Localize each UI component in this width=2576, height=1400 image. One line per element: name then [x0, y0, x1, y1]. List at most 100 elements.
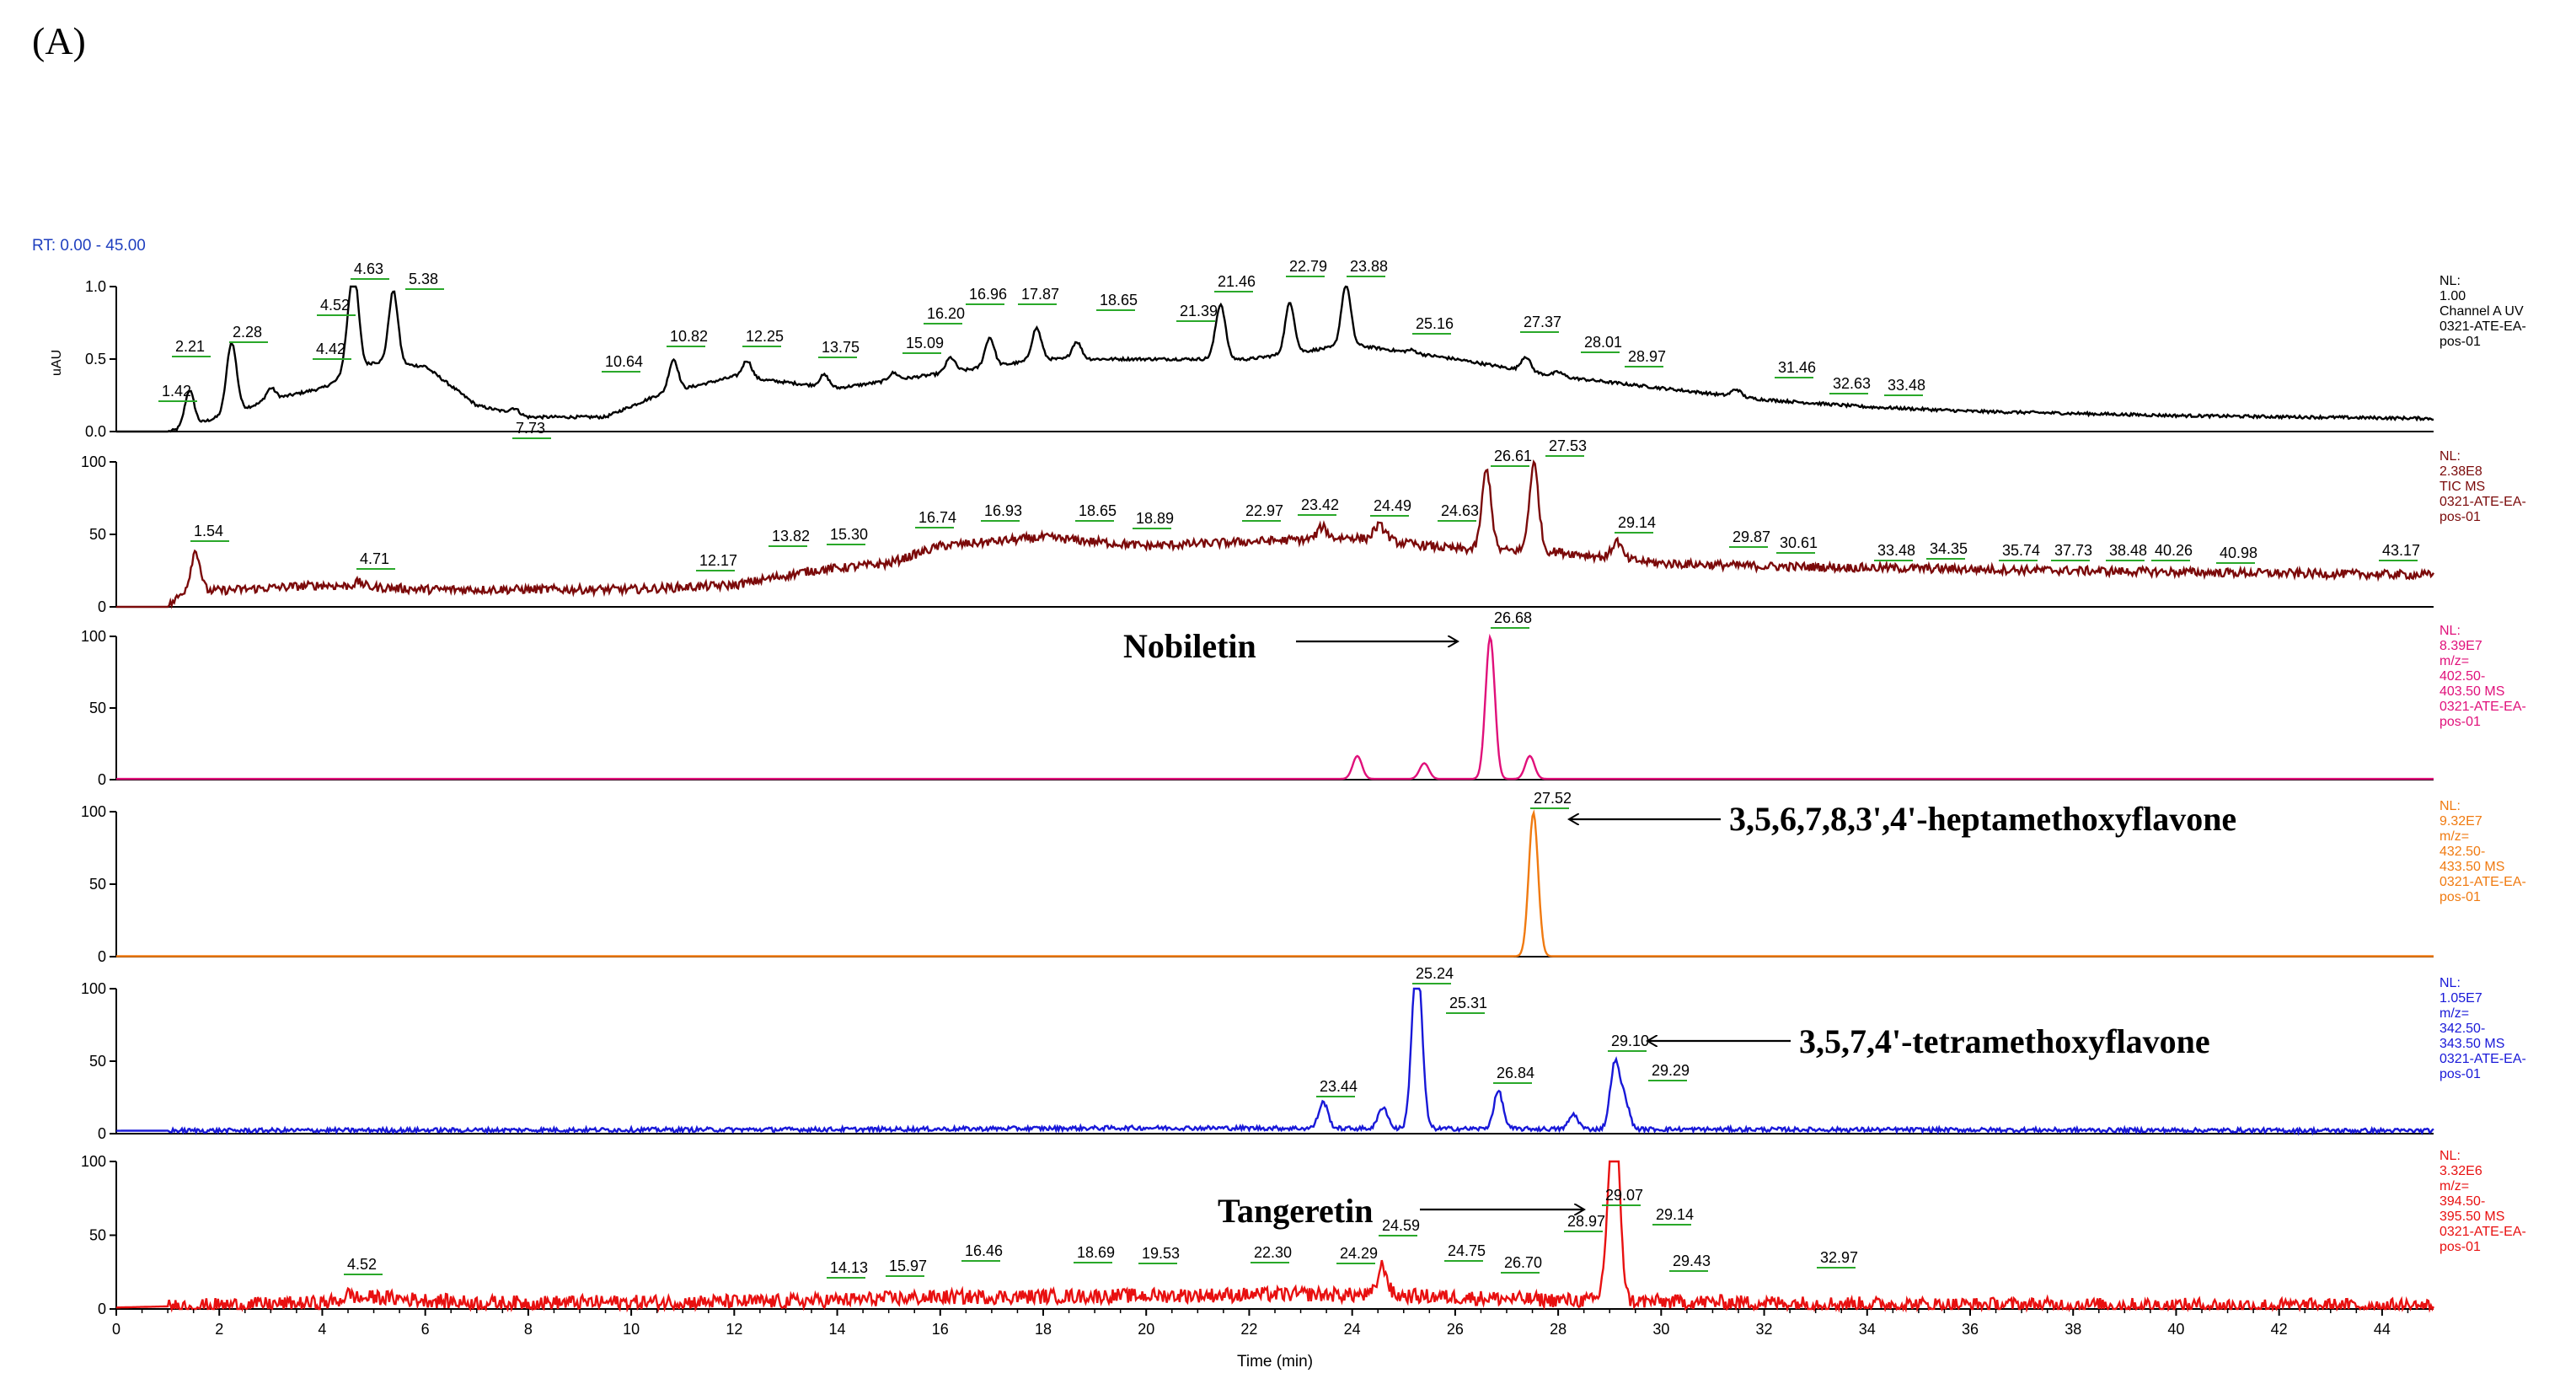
- peak-label: 7.73: [516, 420, 545, 437]
- nl-legend-line: pos-01: [2439, 1240, 2481, 1254]
- trace-tic: [116, 459, 2435, 609]
- trace-heptamethoxyflavone: [116, 808, 2434, 957]
- peak-label: 19.53: [1142, 1245, 1180, 1262]
- peak-label: 10.64: [605, 353, 643, 370]
- peak-label: 16.96: [969, 286, 1007, 303]
- y-tick-label: 0: [98, 948, 106, 965]
- nl-legend-line: NL:: [2439, 976, 2461, 990]
- nl-legend-line: 342.50-: [2439, 1022, 2485, 1036]
- y-tick-label: 0: [98, 771, 106, 788]
- peak-label: 32.63: [1833, 375, 1871, 392]
- peak-label: 22.97: [1245, 502, 1283, 519]
- peak-label: 26.61: [1494, 448, 1532, 464]
- peak-label: 33.48: [1888, 377, 1925, 394]
- peak-label: 14.13: [830, 1259, 868, 1276]
- y-tick-label: 50: [89, 1053, 106, 1070]
- x-tick-label: 8: [524, 1321, 533, 1338]
- nl-legend-line: pos-01: [2439, 510, 2481, 524]
- x-tick-label: 28: [1550, 1321, 1566, 1338]
- trace-tetramethoxyflavone: [116, 987, 2434, 1136]
- y-tick-label: 50: [89, 876, 106, 893]
- peak-label: 26.84: [1497, 1065, 1534, 1081]
- trace-tangeretin: [115, 1160, 2435, 1313]
- peak-label: 26.70: [1504, 1254, 1542, 1271]
- nl-legend-line: 343.50 MS: [2439, 1037, 2504, 1051]
- y-tick-label: 50: [89, 526, 106, 543]
- peak-label: 38.48: [2109, 542, 2147, 559]
- y-tick-label: 100: [81, 1153, 106, 1170]
- y-tick-label: 50: [89, 700, 106, 716]
- panel-tangeretin: 0 50 100 4.52 14.13 15.97 16.46 18.69 19.53 22.30…: [81, 1149, 2526, 1317]
- peak-label: 24.49: [1374, 497, 1411, 514]
- peak-label: 40.26: [2155, 542, 2193, 559]
- peak-label: 34.35: [1930, 540, 1968, 557]
- nl-legend-line: NL:: [2439, 624, 2461, 638]
- peak-label: 27.53: [1549, 437, 1587, 454]
- peak-label: 24.75: [1448, 1242, 1486, 1259]
- peak-label: 21.46: [1218, 273, 1256, 290]
- nl-legend-line: 0321-ATE-EA-: [2439, 875, 2526, 889]
- y-tick-label: 100: [81, 980, 106, 997]
- y-tick-label: 1.0: [85, 278, 106, 295]
- nl-legend-line: 394.50-: [2439, 1194, 2485, 1209]
- x-tick-label: 22: [1240, 1321, 1257, 1338]
- peak-label: 18.89: [1136, 510, 1174, 527]
- peak-label: 10.82: [670, 328, 708, 345]
- y-tick-label: 100: [81, 803, 106, 820]
- peak-label: 23.88: [1350, 258, 1388, 275]
- peak-label: 37.73: [2054, 542, 2092, 559]
- annotation-nobiletin: Nobiletin: [1123, 627, 1256, 665]
- peak-label: 28.01: [1584, 334, 1622, 351]
- nl-legend-line: pos-01: [2439, 335, 2481, 349]
- x-tick-label: 42: [2271, 1321, 2288, 1338]
- peak-label: 28.97: [1628, 348, 1666, 365]
- peak-label: 5.38: [409, 271, 438, 287]
- peak-label: 4.42: [316, 341, 345, 357]
- peak-label: 31.46: [1778, 359, 1816, 376]
- nl-legend-line: NL:: [2439, 449, 2461, 464]
- panel-uv: 0.0 0.5 1.0 uAU 1.42 2.21 2.28 4.42 4.52 4.63 5.38…: [50, 258, 2526, 440]
- peak-label: 25.24: [1416, 965, 1454, 982]
- peak-label: 4.52: [320, 297, 350, 314]
- peak-label: 22.30: [1254, 1244, 1292, 1261]
- peak-label: 25.31: [1449, 995, 1487, 1011]
- x-tick-label: 38: [2065, 1321, 2081, 1338]
- peak-label: 30.61: [1780, 534, 1818, 551]
- nl-legend-line: 2.38E8: [2439, 464, 2482, 479]
- annotation-heptamethoxyflavone: 3,5,6,7,8,3',4'-heptamethoxyflavone: [1729, 800, 2236, 838]
- peak-label: 18.69: [1077, 1244, 1115, 1261]
- peak-label: 22.79: [1289, 258, 1327, 275]
- x-tick-label: 32: [1756, 1321, 1773, 1338]
- panel-tic: 0 50 100 1.54 4.71 12.17 13.82 15.30 16.74 16.93 1…: [81, 437, 2526, 615]
- nl-legend-line: m/z=: [2439, 1006, 2469, 1021]
- peak-label: 12.25: [746, 328, 784, 345]
- peak-label: 12.17: [699, 552, 737, 569]
- y-tick-label: 0.0: [85, 423, 106, 440]
- peak-label: 29.87: [1733, 528, 1770, 545]
- y-tick-label: 0.5: [85, 351, 106, 367]
- x-tick-label: 12: [726, 1321, 742, 1338]
- peak-label: 29.43: [1673, 1252, 1711, 1269]
- y-axis-label: uAU: [50, 350, 64, 376]
- trace-nobiletin: [116, 633, 2434, 780]
- nl-legend-line: 1.00: [2439, 289, 2466, 303]
- nl-legend-line: pos-01: [2439, 1067, 2481, 1081]
- nl-legend-line: 0321-ATE-EA-: [2439, 1052, 2526, 1066]
- x-tick-label: 20: [1138, 1321, 1154, 1338]
- y-tick-label: 0: [98, 1125, 106, 1142]
- peak-label: 25.16: [1416, 315, 1454, 332]
- peak-label: 1.42: [162, 383, 191, 400]
- x-tick-label: 6: [421, 1321, 430, 1338]
- peak-label: 2.28: [233, 324, 262, 341]
- nl-legend-line: 432.50-: [2439, 845, 2485, 859]
- nl-legend-line: 1.05E7: [2439, 991, 2482, 1006]
- peak-label: 15.30: [830, 526, 868, 543]
- nl-legend-line: m/z=: [2439, 829, 2469, 844]
- nl-legend-line: 433.50 MS: [2439, 860, 2504, 874]
- peak-label: 29.29: [1652, 1062, 1690, 1079]
- peak-label: 35.74: [2002, 542, 2040, 559]
- peak-label: 18.65: [1079, 502, 1117, 519]
- nl-legend-line: m/z=: [2439, 654, 2469, 668]
